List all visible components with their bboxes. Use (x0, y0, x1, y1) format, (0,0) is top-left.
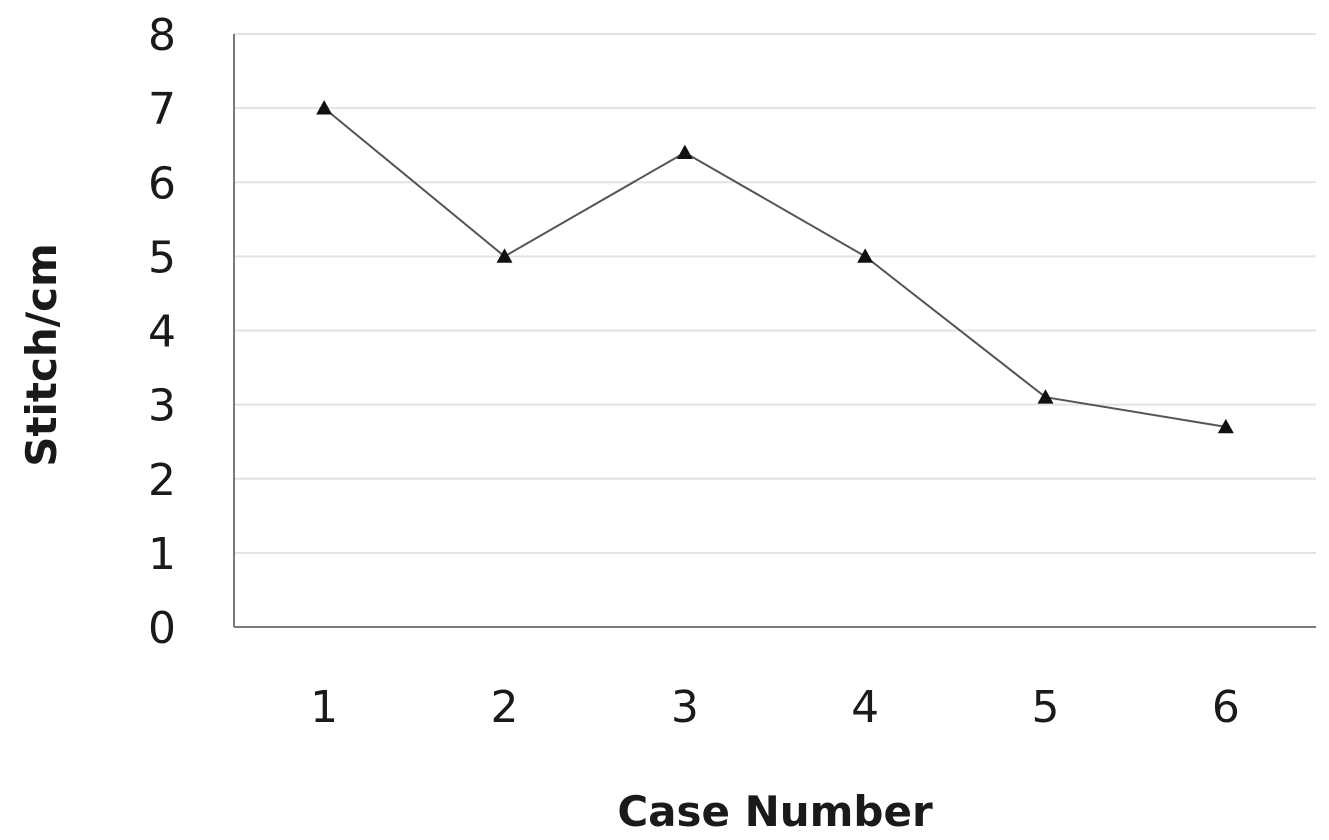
y-tick-label: 0 (148, 603, 176, 654)
data-point-marker (316, 100, 333, 115)
data-series (316, 100, 1234, 434)
y-tick-label: 3 (148, 381, 176, 432)
y-tick-label: 6 (148, 158, 176, 209)
y-tick-label: 8 (148, 10, 176, 61)
x-tick-label: 3 (671, 682, 699, 733)
y-tick-label: 1 (148, 529, 176, 580)
data-point-marker (1037, 389, 1054, 404)
data-point-marker (1217, 418, 1234, 434)
y-tick-label: 2 (148, 455, 176, 506)
y-axis-title: Stitch/cm (17, 243, 66, 467)
y-tick-labels: 0 1 2 3 4 5 6 7 8 (148, 10, 176, 654)
data-point-marker (676, 144, 693, 159)
axes (233, 34, 1316, 628)
data-point-marker (857, 248, 874, 263)
y-tick-label: 7 (148, 84, 176, 135)
x-tick-label: 1 (310, 682, 338, 733)
x-axis-title: Case Number (617, 787, 933, 836)
x-tick-label: 6 (1212, 682, 1240, 733)
data-point-marker (496, 248, 513, 263)
gridlines (234, 33, 1316, 554)
x-tick-label: 4 (851, 682, 879, 733)
x-tick-label: 2 (491, 682, 519, 733)
y-tick-label: 5 (148, 232, 176, 283)
x-tick-labels: 1 2 3 4 5 6 (310, 682, 1240, 733)
series-line (323, 107, 1226, 428)
y-tick-label: 4 (148, 307, 176, 358)
x-tick-label: 5 (1032, 682, 1060, 733)
